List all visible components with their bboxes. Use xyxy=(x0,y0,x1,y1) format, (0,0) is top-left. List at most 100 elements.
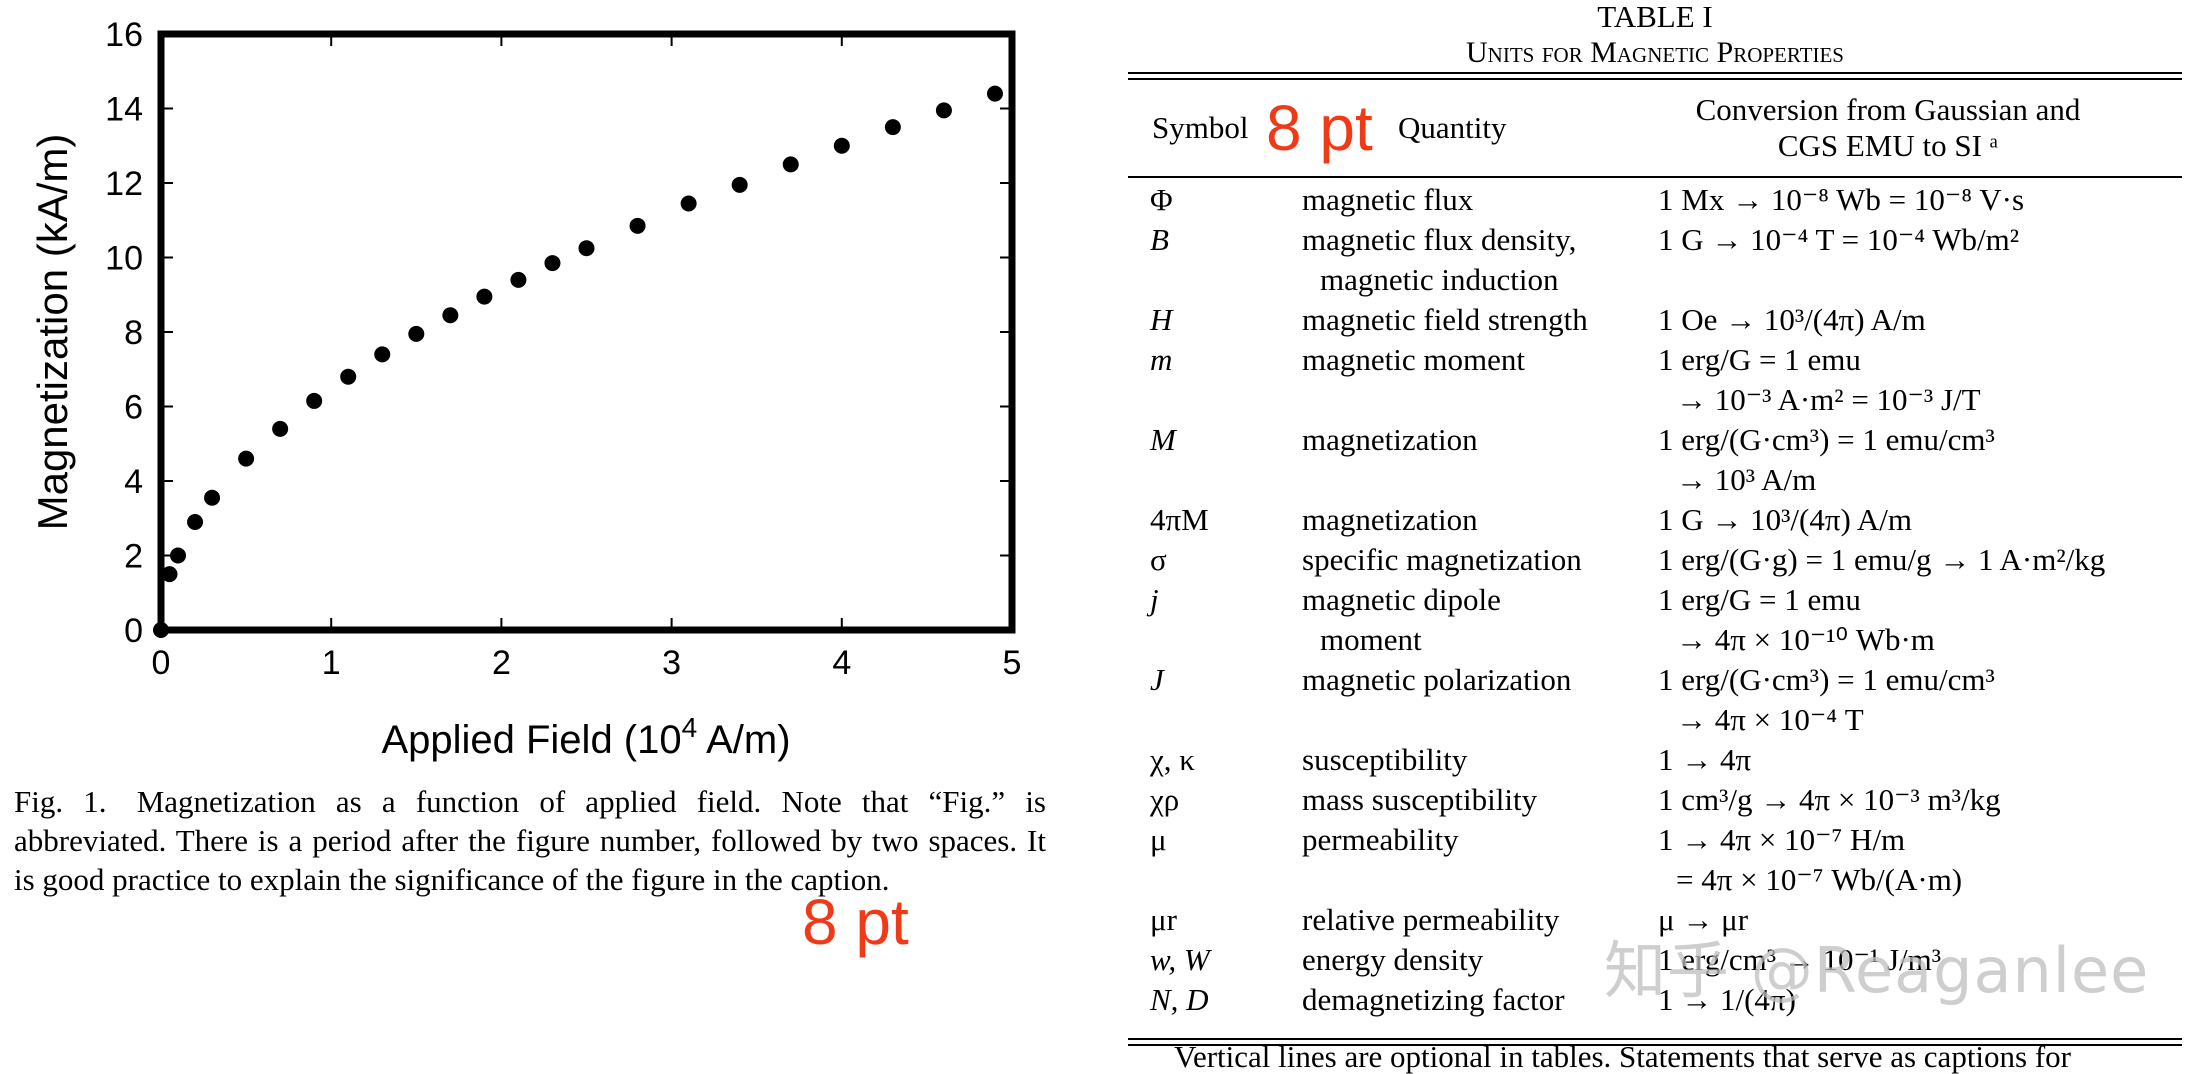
figure-caption-text: Magnetization as a function of applied f… xyxy=(14,784,1046,897)
data-point xyxy=(161,566,178,583)
cell-quantity-line: permeability xyxy=(1302,822,1459,857)
cell-conversion-line: 1 erg/G = 1 emu xyxy=(1658,582,1861,617)
cell-conversion: 1 → 4π × 10⁻⁷ H/m = 4π × 10⁻⁷ Wb/(A·m) xyxy=(1658,820,1962,900)
cell-symbol: w, W xyxy=(1150,942,1210,977)
cell-conversion-line: 1 G → 10⁻⁴ T = 10⁻⁴ Wb/m² xyxy=(1658,222,2019,257)
cell-quantity: specific magnetization xyxy=(1302,540,1582,580)
figure-caption-label: Fig. 1. xyxy=(14,784,107,819)
cell-symbol: σ xyxy=(1150,542,1167,577)
header-conversion-line-1: Conversion from Gaussian and xyxy=(1695,92,2081,127)
cell-conversion-line: 1 Oe → 10³/(4π) A/m xyxy=(1658,302,1926,337)
cell-quantity-line: specific magnetization xyxy=(1302,542,1582,577)
data-point xyxy=(408,325,425,342)
cell-quantity: magnetic moment xyxy=(1302,340,1525,380)
data-point xyxy=(782,156,799,173)
cell-quantity-line: moment xyxy=(1320,622,1422,657)
y-tick-label: 6 xyxy=(124,389,143,427)
cell-quantity-line: magnetization xyxy=(1302,502,1478,537)
cell-quantity-line: magnetic flux xyxy=(1302,182,1474,217)
data-point xyxy=(374,346,391,363)
x-axis-label-tail: A/m) xyxy=(697,718,790,762)
units-table: TABLE I Units for Magnetic Properties Sy… xyxy=(1128,0,2182,1056)
cell-symbol: M xyxy=(1150,422,1176,457)
cell-conversion: 1 G → 10³/(4π) A/m xyxy=(1658,500,1912,540)
cell-conversion-line: → 4π × 10⁻¹⁰ Wb·m xyxy=(1676,622,1935,657)
x-tick-label: 3 xyxy=(662,644,681,682)
x-tick-label: 4 xyxy=(832,644,851,682)
cell-conversion-line: 1 cm³/g → 4π × 10⁻³ m³/kg xyxy=(1658,782,2001,817)
cell-quantity-line: magnetic moment xyxy=(1302,342,1525,377)
cell-conversion-line: 1 erg/(G·cm³) = 1 emu/cm³ xyxy=(1658,422,1995,457)
data-point xyxy=(170,547,187,564)
y-tick-label: 8 xyxy=(124,314,143,352)
cell-conversion: 1 → 1/(4π) xyxy=(1658,980,1796,1020)
cell-conversion-line: 1 → 4π × 10⁻⁷ H/m xyxy=(1658,822,1906,857)
cell-conversion: 1 erg/(G·cm³) = 1 emu/cm³ → 10³ A/m xyxy=(1658,420,1995,500)
cell-quantity-line: energy density xyxy=(1302,942,1484,977)
data-point xyxy=(680,195,697,212)
cell-quantity: magnetic dipole moment xyxy=(1302,580,1501,660)
table-footnote: Vertical lines are optional in tables. S… xyxy=(1174,1039,2072,1074)
table-title: TABLE I xyxy=(1597,0,1713,34)
x-tick-label: 5 xyxy=(1003,644,1022,682)
cell-quantity: permeability xyxy=(1302,820,1459,860)
cell-conversion-line: 1 → 1/(4π) xyxy=(1658,982,1796,1017)
data-point xyxy=(629,217,646,234)
cell-conversion-line: 1 G → 10³/(4π) A/m xyxy=(1658,502,1912,537)
cell-conversion: 1 G → 10⁻⁴ T = 10⁻⁴ Wb/m² xyxy=(1658,220,2019,260)
cell-conversion-line: 1 erg/(G·cm³) = 1 emu/cm³ xyxy=(1658,662,1995,697)
cell-conversion: 1 erg/G = 1 emu → 4π × 10⁻¹⁰ Wb·m xyxy=(1658,580,1935,660)
cell-symbol: N, D xyxy=(1150,982,1209,1017)
data-point xyxy=(340,368,357,385)
plot-frame xyxy=(157,30,1016,634)
data-point xyxy=(187,513,204,530)
watermark: 知乎 @Reaganlee xyxy=(1604,934,2150,1007)
cell-quantity: energy density xyxy=(1302,940,1483,980)
caption-font-size-annotation: 8 pt xyxy=(802,886,909,958)
x-axis-label: Applied Field (104 A/m) xyxy=(381,712,790,762)
y-tick-label: 10 xyxy=(105,240,143,278)
cell-quantity-line: relative permeability xyxy=(1302,902,1560,937)
x-tick-label: 0 xyxy=(152,644,171,682)
cell-quantity-line: demagnetizing factor xyxy=(1302,982,1565,1017)
y-tick-label: 2 xyxy=(124,538,143,576)
cell-symbol: B xyxy=(1150,222,1169,257)
data-point xyxy=(833,137,850,154)
cell-conversion: 1 erg/(G·cm³) = 1 emu/cm³ → 4π × 10⁻⁴ T xyxy=(1658,660,1995,740)
data-point xyxy=(544,255,561,272)
x-tick-label: 2 xyxy=(492,644,511,682)
cell-symbol: m xyxy=(1150,342,1173,377)
cell-quantity: magnetic polarization xyxy=(1302,660,1571,700)
y-tick-label: 12 xyxy=(105,165,143,203)
x-axis-label-main: Applied Field (10 xyxy=(381,718,681,762)
table-bottom-rule-1 xyxy=(1128,1038,2182,1040)
data-point xyxy=(476,288,493,305)
cell-conversion-line: 1 erg/cm³ → 10⁻¹ J/m³ xyxy=(1658,942,1942,977)
cell-quantity: magnetic flux xyxy=(1302,180,1473,220)
cell-conversion: μ → μr xyxy=(1658,900,1748,940)
header-quantity: Quantity xyxy=(1398,110,1507,145)
data-point xyxy=(204,489,221,506)
cell-conversion-line: = 4π × 10⁻⁷ Wb/(A·m) xyxy=(1676,862,1963,897)
cell-conversion-line: 1 erg/G = 1 emu xyxy=(1658,342,1861,377)
y-tick-label: 16 xyxy=(105,16,143,54)
cell-symbol: χρ xyxy=(1150,782,1180,817)
cell-conversion: 1 cm³/g → 4π × 10⁻³ m³/kg xyxy=(1658,780,2001,820)
data-point xyxy=(153,622,169,638)
y-tick-label: 14 xyxy=(105,91,143,129)
chart-points xyxy=(153,85,1003,638)
cell-conversion: 1 erg/(G·g) = 1 emu/g → 1 A·m²/kg xyxy=(1658,540,2105,580)
figure-caption: Fig. 1. Magnetization as a function of a… xyxy=(14,782,1046,899)
data-point xyxy=(731,176,748,193)
data-point xyxy=(884,119,901,136)
cell-conversion: 1 Oe → 10³/(4π) A/m xyxy=(1658,300,1926,340)
cell-conversion: 1 → 4π xyxy=(1658,740,1751,780)
cell-quantity-line: magnetic flux density, xyxy=(1302,222,1577,257)
cell-conversion: 1 Mx → 10⁻⁸ Wb = 10⁻⁸ V·s xyxy=(1658,180,2024,220)
cell-conversion-line: 1 Mx → 10⁻⁸ Wb = 10⁻⁸ V·s xyxy=(1658,182,2025,217)
table-subtitle: Units for Magnetic Properties xyxy=(1466,36,1844,69)
cell-conversion-line: → 10⁻³ A·m² = 10⁻³ J/T xyxy=(1676,382,1981,417)
data-point xyxy=(510,271,527,288)
cell-symbol: 4πM xyxy=(1150,502,1209,537)
